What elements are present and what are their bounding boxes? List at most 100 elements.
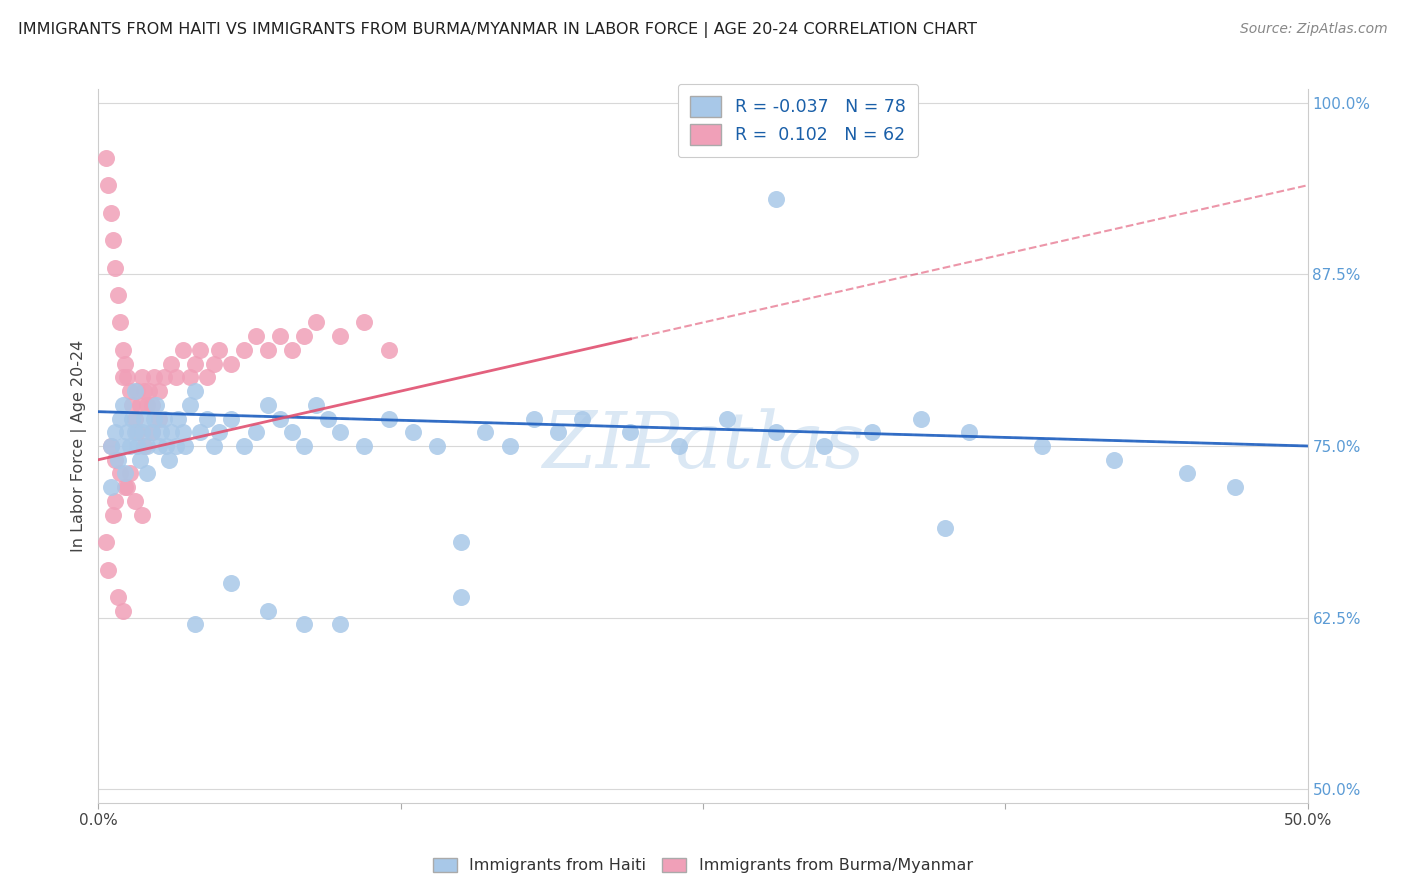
Point [135, 467, 157, 481]
Point [188, 425, 211, 440]
Point [221, 411, 243, 425]
Point [571, 411, 593, 425]
Point [148, 411, 170, 425]
Point [100, 439, 122, 453]
Point [128, 452, 150, 467]
Point [117, 370, 139, 384]
Point [188, 343, 211, 357]
Point [141, 425, 163, 440]
Point [1175, 467, 1198, 481]
Point [143, 370, 166, 384]
Point [152, 370, 174, 384]
Point [329, 617, 352, 632]
Point [450, 535, 472, 549]
Point [184, 357, 207, 371]
Point [716, 411, 738, 425]
Point [134, 439, 156, 453]
Point [179, 370, 201, 384]
Point [377, 411, 399, 425]
Point [97, 178, 120, 193]
Point [127, 439, 149, 453]
Point [107, 590, 129, 604]
Point [101, 508, 124, 522]
Point [402, 425, 425, 440]
Point [118, 439, 141, 453]
Point [208, 343, 231, 357]
Point [157, 452, 180, 467]
Point [104, 494, 127, 508]
Point [316, 411, 339, 425]
Point [281, 425, 304, 440]
Point [114, 357, 136, 371]
Point [256, 343, 278, 357]
Point [184, 384, 207, 398]
Point [292, 439, 315, 453]
Point [111, 370, 134, 384]
Point [269, 411, 291, 425]
Point [111, 604, 134, 618]
Point [165, 439, 187, 453]
Point [160, 357, 183, 371]
Point [934, 521, 956, 535]
Point [143, 411, 166, 425]
Point [94, 151, 117, 165]
Point [232, 343, 254, 357]
Point [172, 425, 194, 440]
Point [104, 425, 127, 440]
Point [281, 343, 304, 357]
Point [100, 205, 122, 219]
Point [547, 425, 569, 440]
Point [111, 398, 134, 412]
Point [124, 425, 146, 440]
Point [353, 316, 375, 330]
Point [94, 535, 117, 549]
Point [128, 398, 150, 412]
Point [124, 384, 146, 398]
Point [221, 357, 243, 371]
Point [104, 260, 127, 275]
Point [118, 384, 141, 398]
Point [245, 425, 267, 440]
Point [135, 439, 157, 453]
Point [174, 439, 197, 453]
Point [426, 439, 449, 453]
Point [134, 411, 156, 425]
Point [305, 398, 328, 412]
Point [184, 617, 207, 632]
Point [155, 439, 177, 453]
Point [292, 329, 315, 343]
Point [108, 411, 131, 425]
Point [117, 480, 139, 494]
Point [165, 370, 187, 384]
Text: Source: ZipAtlas.com: Source: ZipAtlas.com [1240, 22, 1388, 37]
Point [765, 425, 787, 440]
Point [292, 617, 315, 632]
Point [813, 439, 835, 453]
Point [134, 384, 156, 398]
Point [269, 329, 291, 343]
Point [474, 425, 496, 440]
Point [172, 343, 194, 357]
Point [329, 425, 352, 440]
Point [124, 494, 146, 508]
Point [208, 425, 231, 440]
Point [860, 425, 883, 440]
Point [167, 411, 190, 425]
Point [100, 480, 122, 494]
Point [141, 398, 163, 412]
Point [141, 425, 163, 440]
Point [131, 370, 153, 384]
Point [204, 439, 226, 453]
Point [108, 316, 131, 330]
Text: ZIPatlas: ZIPatlas [541, 408, 865, 484]
Point [138, 384, 160, 398]
Point [305, 316, 328, 330]
Point [107, 452, 129, 467]
Point [135, 398, 157, 412]
Point [131, 425, 153, 440]
Point [121, 411, 143, 425]
Point [232, 439, 254, 453]
Point [523, 411, 546, 425]
Point [957, 425, 980, 440]
Point [152, 411, 174, 425]
